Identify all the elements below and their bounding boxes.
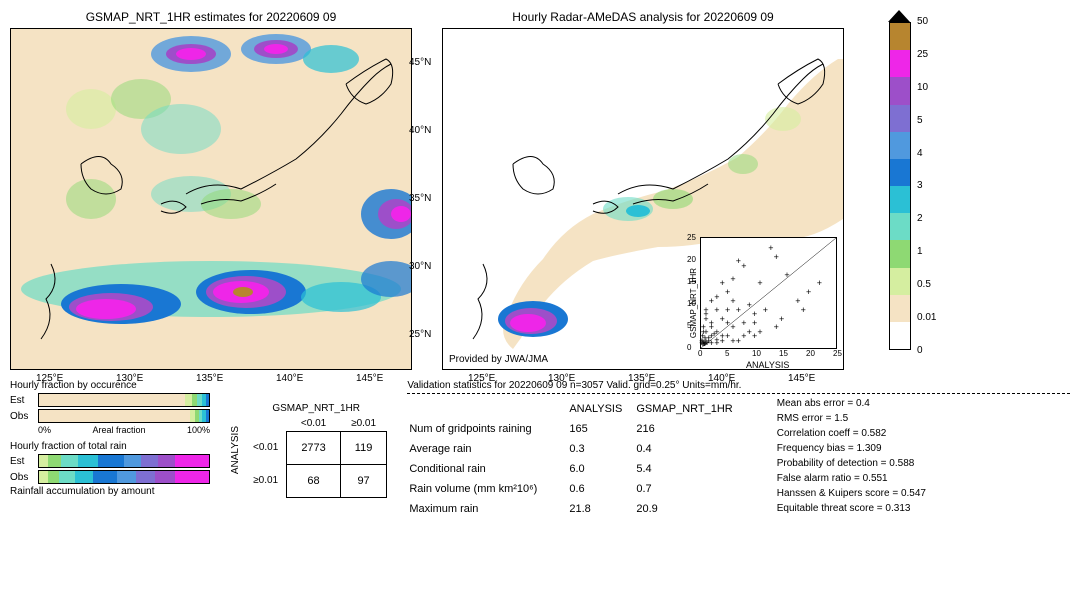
occ-obs-bar [38,409,210,423]
obs-label: Obs [10,411,38,422]
main-container: GSMAP_NRT_1HR estimates for 20220609 09 [10,10,1070,520]
ct-cell: 97 [340,464,387,497]
bottom-row: Hourly fraction by occurence Est Obs 0%A… [10,380,1070,520]
validation-title: Validation statistics for 20220609 09 n=… [407,380,1070,394]
stats-table: ANALYSISGSMAP_NRT_1HR Num of gridpoints … [407,398,746,520]
est-label: Est [10,395,38,406]
ct-cell: 119 [340,431,387,464]
rain-obs-bar [38,470,210,484]
scatter-inset: ++++++++++++++++++++++++++++++++++++++++… [700,237,837,349]
metrics-list: Mean abs error = 0.4RMS error = 1.5Corre… [777,398,926,520]
ct-col-header: GSMAP_NRT_1HR [272,403,360,414]
map-panel-right: Hourly Radar-AMeDAS analysis for 2022060… [442,10,844,370]
map-right: ++++++++++++++++++++++++++++++++++++++++… [442,28,844,370]
map-left: 125°E130°E135°E140°E145°E25°N30°N35°N40°… [10,28,412,370]
validation-panel: Validation statistics for 20220609 09 n=… [407,380,1070,520]
rain-est-bar [38,454,210,468]
colorbar-arrow [888,10,910,22]
accum-title: Rainfall accumulation by amount [10,486,210,497]
ct-cell: 2773 [287,431,340,464]
contingency-table: <0.01≥0.01 <0.012773119 ≥0.016897 [245,416,387,498]
fractions-panel: Hourly fraction by occurence Est Obs 0%A… [10,380,210,520]
maps-row: GSMAP_NRT_1HR estimates for 20220609 09 [10,10,1070,370]
map-title-left: GSMAP_NRT_1HR estimates for 20220609 09 [86,10,337,24]
colorbar [889,22,911,350]
map-title-right: Hourly Radar-AMeDAS analysis for 2022060… [512,10,773,24]
map-panel-left: GSMAP_NRT_1HR estimates for 20220609 09 [10,10,412,370]
ct-row-header: ANALYSIS [230,426,241,474]
colorbar-labels: 502510543210.50.010 [917,10,936,356]
ct-cell: 68 [287,464,340,497]
totalrain-title: Hourly fraction of total rain [10,441,210,452]
colorbar-panel: 502510543210.50.010 [889,10,936,370]
provided-label: Provided by JWA/JMA [449,354,548,365]
contingency-panel: ANALYSIS GSMAP_NRT_1HR <0.01≥0.01 <0.012… [230,380,387,520]
occ-est-bar [38,393,210,407]
